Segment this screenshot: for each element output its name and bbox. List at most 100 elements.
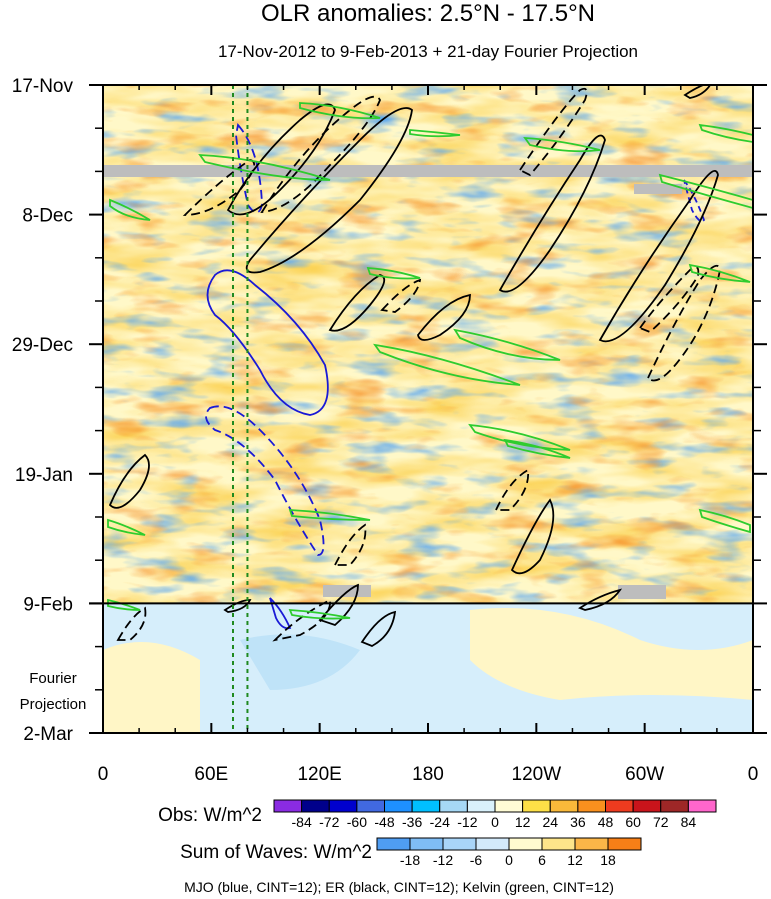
kelvin-contours — [107, 102, 753, 620]
er-contour-20 — [360, 610, 397, 647]
projection-label-line2: Projection — [20, 696, 87, 713]
waves-colorbar-swatch — [409, 837, 444, 851]
waves-colorbar-tick-label: 18 — [600, 852, 616, 868]
er-contour-4 — [260, 95, 381, 214]
er-contour-11 — [646, 264, 721, 382]
obs-colorbar-swatch — [549, 799, 579, 813]
obs-colorbar-swatch — [632, 799, 662, 813]
y-axis: 17-Nov 8-Dec 29-Dec 19-Jan 9-Feb 2-Mar — [12, 76, 767, 745]
kelvin-contour-2 — [198, 154, 331, 181]
er-contour-10 — [598, 170, 719, 343]
waves-colorbar-label: Sum of Waves: W/m^2 — [180, 842, 372, 863]
kelvin-contour-11 — [468, 423, 571, 451]
waves-colorbar: -18 -12 -6 0 6 12 18 — [376, 837, 642, 868]
kelvin-contour-13 — [288, 509, 371, 521]
mjo-contours — [205, 123, 706, 630]
waves-colorbar-tick-label: 0 — [505, 852, 513, 868]
projection-label-line1: Fourier — [29, 670, 77, 687]
obs-colorbar-tick-label: 24 — [542, 814, 558, 830]
er-contour-8 — [498, 134, 606, 293]
er-contour-14 — [510, 498, 555, 575]
reference-lines — [232, 85, 249, 733]
obs-colorbar-swatch — [328, 799, 358, 813]
waves-colorbar-swatch — [475, 837, 510, 851]
y-tick-label: 29-Dec — [12, 335, 73, 356]
obs-colorbar-tick-label: -60 — [347, 814, 367, 830]
obs-colorbar-swatch — [439, 799, 468, 813]
er-contour-12 — [638, 266, 700, 334]
er-contour-21 — [578, 588, 623, 611]
mjo-positive-contour — [205, 405, 325, 556]
waves-colorbar-tick-label: 12 — [567, 852, 583, 868]
y-tick-label: 8-Dec — [22, 206, 73, 227]
waves-colorbar-swatch — [508, 837, 543, 851]
mjo-negative-contour — [206, 269, 329, 416]
waves-colorbar-swatch — [574, 837, 609, 851]
obs-colorbar-label: Obs: W/m^2 — [158, 805, 262, 826]
er-contour-2 — [245, 107, 413, 274]
projection-warm-patch — [103, 642, 200, 733]
kelvin-contour-15 — [107, 518, 146, 536]
er-contour-5 — [328, 274, 386, 332]
y-tick-label: 9-Feb — [23, 594, 73, 615]
x-tick-label: 120E — [297, 764, 341, 785]
obs-colorbar-swatch — [273, 799, 303, 813]
er-contour — [226, 103, 336, 216]
mjo-projection-contour — [269, 597, 292, 630]
obs-colorbar-swatch — [687, 799, 717, 813]
obs-colorbar-tick-label: -36 — [402, 814, 422, 830]
kelvin-contour-8 — [688, 263, 751, 283]
kelvin-contour-9 — [373, 343, 521, 386]
waves-colorbar-swatch — [607, 837, 642, 851]
kelvin-contour-6 — [658, 173, 753, 209]
obs-colorbar-tick-label: 12 — [515, 814, 531, 830]
missing-data-band — [103, 165, 753, 177]
obs-colorbar-tick-label: -48 — [374, 814, 394, 830]
plot-area — [103, 85, 753, 733]
mjo-positive-contour-2 — [235, 123, 263, 214]
obs-colorbar-tick-label: 0 — [491, 814, 499, 830]
kelvin-contour-7 — [366, 267, 421, 280]
projection-cold-patch — [240, 634, 360, 690]
missing-data-band-2 — [634, 184, 682, 194]
y-tick-label: 17-Nov — [12, 76, 74, 97]
obs-colorbar-swatch — [494, 799, 524, 813]
waves-colorbar-swatch — [442, 837, 477, 851]
kelvin-contour-16 — [288, 609, 351, 620]
kelvin-contour — [299, 102, 381, 120]
projection-warm-patch-2 — [470, 608, 753, 700]
x-tick-label: 0 — [98, 764, 109, 785]
y-tick-label: 19-Jan — [15, 465, 73, 486]
er-contour-15 — [108, 453, 150, 509]
er-contour-7 — [380, 278, 422, 313]
obs-colorbar-tick-label: 84 — [681, 814, 697, 830]
er-contour-9 — [518, 87, 588, 177]
kelvin-contour-18 — [409, 129, 461, 138]
x-tick-label: 180 — [412, 764, 444, 785]
obs-colorbar-tick-label: 60 — [625, 814, 641, 830]
chart-title: OLR anomalies: 2.5°N - 17.5°N — [261, 0, 595, 27]
er-contour-22 — [683, 85, 712, 99]
obs-colorbar-swatch — [356, 799, 385, 813]
kelvin-contour-14 — [698, 508, 751, 534]
waves-colorbar-tick-label: 6 — [538, 852, 546, 868]
waves-colorbar-tick-label: -12 — [433, 852, 453, 868]
kelvin-contour-3 — [109, 198, 151, 221]
er-contour-13 — [494, 468, 530, 511]
er-contour-6 — [417, 293, 471, 341]
waves-colorbar-tick-label: -18 — [400, 852, 420, 868]
x-tick-label: 120W — [512, 764, 562, 785]
obs-colorbar-tick-label: -12 — [457, 814, 477, 830]
obs-colorbar-swatch — [384, 799, 413, 813]
obs-colorbar-swatch — [411, 799, 441, 813]
x-tick-label: 0 — [748, 764, 759, 785]
obs-colorbar-tick-label: 72 — [653, 814, 669, 830]
obs-colorbar-swatch — [605, 799, 634, 813]
x-tick-label: 60W — [625, 764, 664, 785]
obs-colorbar-swatch — [466, 799, 496, 813]
obs-colorbar-tick-label: -72 — [319, 814, 339, 830]
obs-colorbar-swatch — [522, 799, 551, 813]
x-tick-label: 60E — [194, 764, 228, 785]
missing-data-band-4 — [618, 585, 666, 599]
